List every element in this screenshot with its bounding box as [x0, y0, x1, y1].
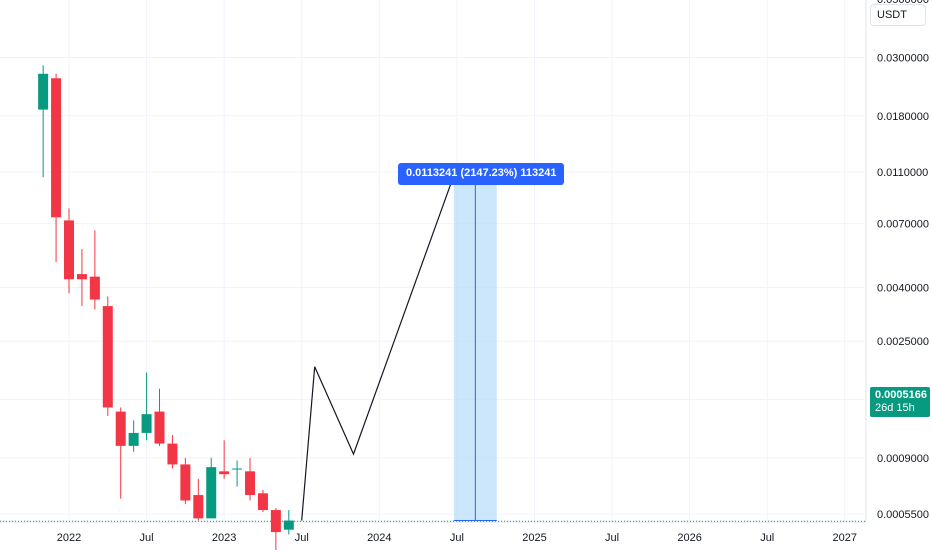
- candle-body: [38, 73, 49, 110]
- x-tick-label: Jul: [760, 532, 774, 544]
- candle-body: [141, 414, 152, 433]
- x-tick-label: Jul: [140, 532, 154, 544]
- candle-body: [283, 520, 294, 530]
- y-tick-label: 0.0009000: [877, 453, 929, 465]
- candle-body: [257, 493, 268, 511]
- candle-body: [219, 471, 230, 475]
- candle-body: [206, 467, 217, 519]
- x-tick-label: 2023: [212, 532, 236, 544]
- candle-body: [245, 471, 256, 496]
- candle-body: [51, 78, 62, 218]
- candle-body: [128, 432, 139, 446]
- candle-body: [167, 443, 178, 465]
- candle-body: [102, 306, 113, 408]
- x-tick-label: 2024: [367, 532, 391, 544]
- y-tick-label: 0.0500000: [877, 0, 929, 6]
- measure-label-text: 0.0113241 (2147.23%) 113241: [406, 167, 557, 179]
- x-tick-label: 2026: [677, 532, 701, 544]
- x-tick-label: 2022: [57, 532, 81, 544]
- currency-label: USDT: [877, 9, 907, 21]
- y-tick-label: 0.0070000: [877, 219, 929, 231]
- x-tick-label: Jul: [605, 532, 619, 544]
- y-tick-label: 0.0005500: [877, 509, 929, 521]
- last-price-countdown: 26d 15h: [875, 402, 915, 414]
- candle-body: [76, 274, 87, 280]
- candle-body: [89, 276, 100, 300]
- y-tick-label: 0.0025000: [877, 336, 929, 348]
- candle-body: [64, 220, 74, 280]
- x-tick-label: Jul: [295, 532, 309, 544]
- x-tick-label: Jul: [450, 532, 464, 544]
- x-tick-label: 2025: [522, 532, 546, 544]
- y-tick-label: 0.0040000: [877, 283, 929, 295]
- last-price-value: 0.0005166: [875, 389, 927, 401]
- x-tick-label: 2027: [833, 532, 857, 544]
- candle-body: [193, 495, 204, 519]
- y-tick-label: 0.0110000: [877, 167, 928, 179]
- y-tick-label: 0.0180000: [877, 111, 929, 123]
- candle-body: [180, 464, 191, 501]
- measure-label: 0.0113241 (2147.23%) 113241: [398, 163, 565, 185]
- y-tick-label: 0.0300000: [877, 52, 929, 64]
- candle-body: [154, 411, 165, 444]
- candle-body: [115, 411, 126, 446]
- currency-selector[interactable]: USDT: [870, 4, 926, 26]
- projection-path: [301, 166, 458, 521]
- candle-body: [232, 468, 243, 470]
- last-price-tag: 0.0005166 26d 15h: [870, 387, 930, 417]
- candle-body: [270, 510, 281, 533]
